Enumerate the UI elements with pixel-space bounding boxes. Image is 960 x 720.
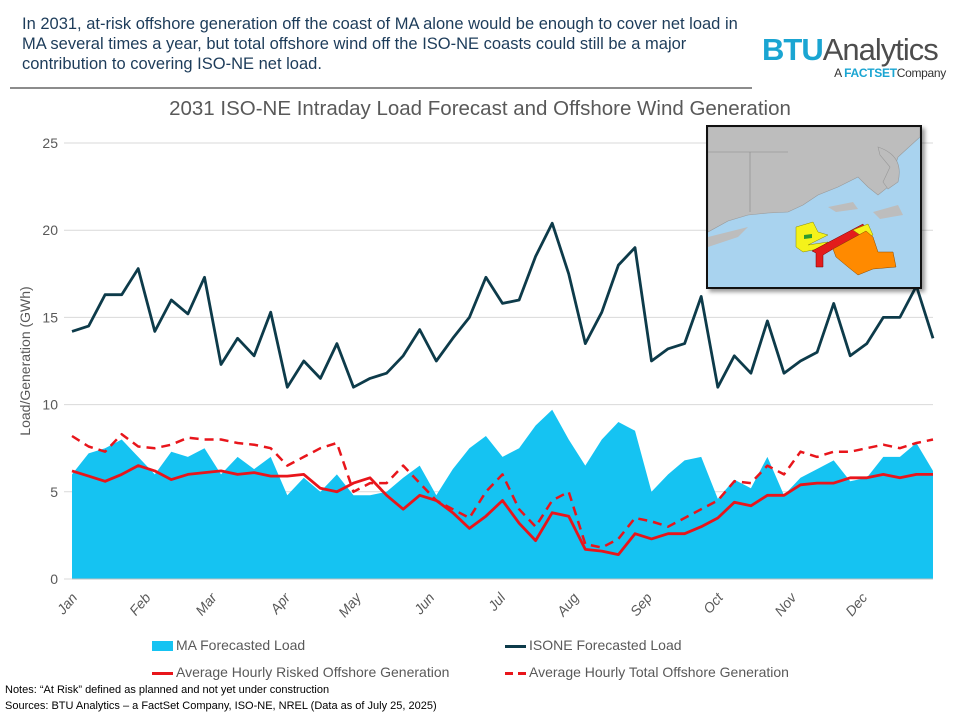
x-tick-label: Apr [266, 589, 294, 618]
x-tick-label: Dec [842, 590, 870, 619]
x-tick-label: Jan [53, 589, 81, 618]
logo-company: Company [896, 66, 947, 80]
header-text: In 2031, at-risk offshore generation off… [22, 15, 738, 73]
legend-label: MA Forecasted Load [176, 637, 306, 653]
logo-factset: FACTSET [844, 66, 897, 80]
series-line-3 [71, 432, 934, 549]
legend-ma-load: MA Forecasted Load [152, 637, 305, 653]
btu-analytics-logo: BTUAnalytics A FACTSETCompany [762, 32, 952, 81]
series-line-1 [71, 221, 935, 389]
map-icon [708, 127, 920, 276]
x-tick-label: May [335, 589, 365, 620]
y-tick-label: 25 [42, 135, 58, 151]
legend-risked-offshore: Average Hourly Risked Offshore Generatio… [152, 664, 449, 680]
legend-isone-load: ISONE Forecasted Load [505, 637, 682, 653]
x-tick-label: Feb [126, 589, 154, 618]
x-tick-label: Oct [700, 589, 727, 617]
legend-swatch-line [152, 671, 173, 675]
header-divider [10, 87, 752, 89]
series-line-2 [71, 464, 933, 556]
y-axis-label: Load/Generation (GWh) [17, 286, 33, 435]
legend-swatch-line [505, 644, 526, 648]
x-tick-label: Jun [410, 589, 438, 618]
y-tick-label: 5 [50, 484, 58, 500]
legend-label: Average Hourly Total Offshore Generation [529, 664, 789, 680]
legend-swatch-area [152, 641, 173, 652]
x-tick-label: Nov [771, 589, 800, 619]
x-tick-label: Jul [484, 589, 509, 614]
y-tick-label: 0 [50, 571, 58, 587]
y-tick-label: 20 [42, 222, 58, 238]
x-tick-label: Mar [192, 589, 221, 619]
logo-analytics: Analytics [822, 32, 939, 67]
legend-total-offshore: Average Hourly Total Offshore Generation [505, 664, 789, 680]
offshore-wind-map-inset [706, 125, 922, 289]
legend-label: ISONE Forecasted Load [529, 637, 682, 653]
series-area-ma-load [72, 409, 933, 579]
y-tick-label: 15 [42, 309, 58, 325]
y-tick-label: 10 [42, 397, 58, 413]
chart-title: 2031 ISO-NE Intraday Load Forecast and O… [169, 97, 791, 120]
legend-swatch-dashed [505, 671, 526, 675]
notes-text: Notes: “At Risk” defined as planned and … [5, 684, 330, 696]
x-tick-label: Sep [627, 589, 655, 619]
logo-btu: BTU [762, 32, 824, 67]
sources-text: Sources: BTU Analytics – a FactSet Compa… [5, 700, 437, 712]
x-tick-label: Aug [553, 589, 582, 619]
legend-label: Average Hourly Risked Offshore Generatio… [176, 664, 450, 680]
logo-sub-a: A [834, 66, 842, 80]
